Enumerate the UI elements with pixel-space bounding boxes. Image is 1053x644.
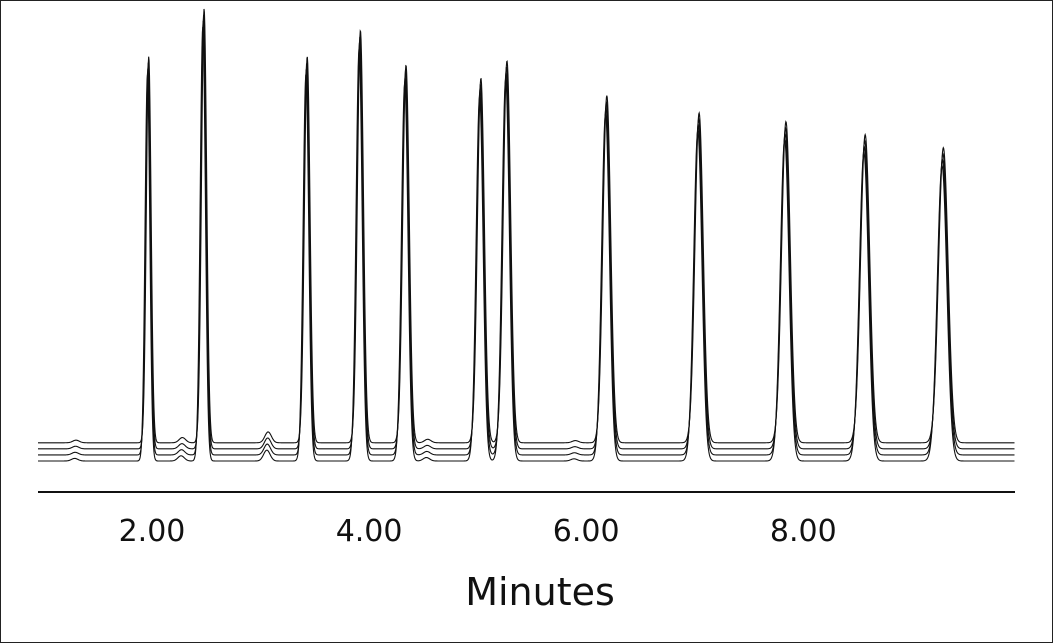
trace-group (38, 8, 1015, 462)
x-tick-group: 2.00 4.00 6.00 8.00 (119, 514, 837, 549)
x-axis-title: Minutes (465, 570, 615, 614)
trace-line-4 (38, 26, 1015, 462)
x-tick-label: 6.00 (553, 514, 620, 549)
x-tick-label: 2.00 (119, 514, 186, 549)
x-tick-label: 4.00 (336, 514, 403, 549)
x-tick-label: 8.00 (770, 514, 837, 549)
